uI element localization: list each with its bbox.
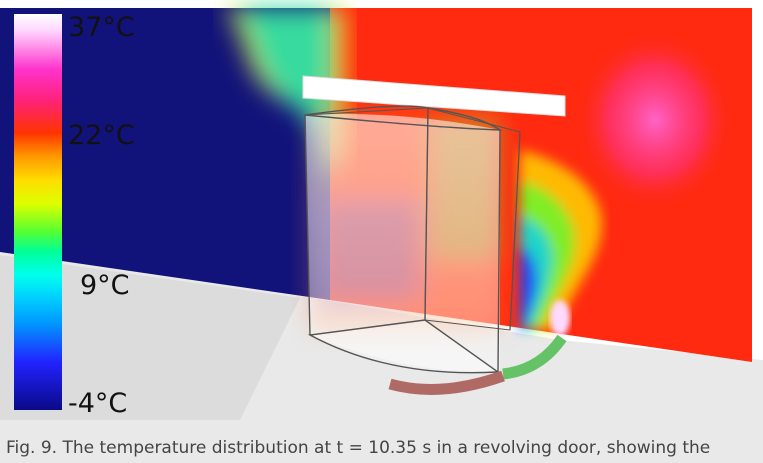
hot-plume — [575, 30, 735, 210]
cold-wall — [0, 8, 330, 300]
legend-label-min: -4°C — [68, 388, 128, 419]
legend-label-upper: 22°C — [68, 120, 135, 151]
door-bottom-rim — [307, 319, 501, 374]
seal-arc-green — [502, 334, 567, 380]
floor-shadow — [0, 255, 300, 420]
door-left-edge — [304, 114, 311, 336]
legend-label-max: 37°C — [68, 12, 135, 43]
hot-jet — [550, 300, 570, 336]
legend-label-lower: 9°C — [80, 270, 130, 301]
door-right-edge — [497, 129, 501, 373]
door-wing-2 — [424, 107, 521, 331]
door-top-rim — [304, 105, 503, 131]
temperature-colorbar — [14, 14, 62, 410]
figure-caption: Fig. 9. The temperature distribution at … — [6, 438, 711, 458]
seal-arc-red — [388, 370, 505, 395]
revolving-door — [304, 105, 521, 374]
door-glass-shell — [305, 114, 500, 372]
overhead-beam — [302, 75, 566, 117]
mixing-plume-right — [520, 150, 602, 330]
mixing-plume-left — [225, 8, 345, 180]
